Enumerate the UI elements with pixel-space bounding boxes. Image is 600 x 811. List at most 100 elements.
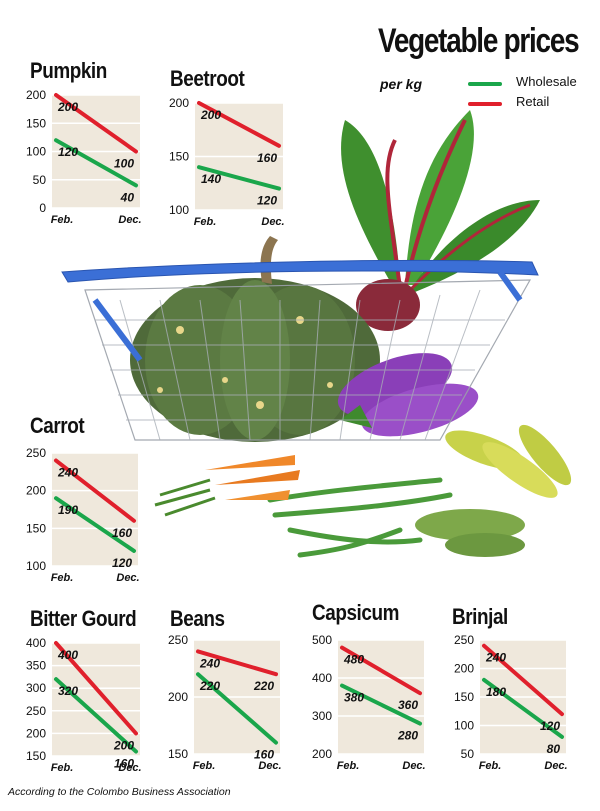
pumpkin-x-tick-label: Feb. (51, 214, 74, 226)
capsicum-retail-label-start: 480 (343, 653, 364, 667)
capsicum-x-tick-label: Feb. (337, 760, 360, 772)
brinjal-y-tick-label: 200 (454, 662, 474, 676)
carrot-y-tick-label: 100 (26, 559, 46, 573)
chart-title-beetroot: Beetroot (170, 66, 245, 91)
bitter-gourd-y-tick-label: 150 (26, 749, 46, 763)
retail-swatch (468, 102, 502, 106)
bitter-gourd-plot-area (52, 643, 140, 756)
pumpkin-y-tick-label: 150 (26, 116, 46, 130)
beans-wholesale-label-start: 220 (199, 679, 220, 693)
bitter-gourd-x-tick-label: Feb. (51, 762, 74, 774)
brinjal-retail-line (482, 643, 564, 717)
beetroot-leaves-illustration (341, 110, 540, 331)
legend: Wholesale Retail (468, 74, 588, 114)
chart-title-pumpkin: Pumpkin (30, 58, 107, 83)
carrot-illustration (154, 455, 300, 517)
chart-title-beans: Beans (170, 606, 225, 631)
pumpkin-retail-label-start: 200 (57, 100, 78, 114)
carrot-wholesale-line (54, 496, 136, 553)
bitter-gourd-y-tick-label: 350 (26, 659, 46, 673)
beetroot-x-tick-label: Dec. (261, 216, 284, 228)
beetroot-retail-label-start: 200 (200, 108, 221, 122)
pumpkin-x-tick-label: Dec. (118, 214, 141, 226)
capsicum-wholesale-label-end: 280 (397, 729, 418, 743)
beans-illustration (267, 477, 453, 558)
pumpkin-retail-line (54, 93, 138, 154)
chart-title-carrot: Carrot (30, 413, 85, 438)
beans-retail-line (196, 649, 278, 677)
beans-retail-label-end: 220 (253, 679, 274, 693)
beetroot-retail-label-end: 160 (257, 151, 277, 165)
chart-title-bitter-gourd: Bitter Gourd (30, 606, 137, 631)
brinjal-wholesale-label-start: 180 (486, 685, 506, 699)
carrot-plot-area (52, 453, 138, 566)
legend-item-wholesale: Wholesale (468, 74, 588, 94)
beetroot-wholesale-line (197, 165, 281, 191)
bitter-gourd-retail-label-end: 200 (113, 738, 134, 752)
brinjal-retail-label-end: 120 (540, 719, 560, 733)
pumpkin-y-tick-label: 0 (39, 201, 46, 215)
carrot-y-tick-label: 250 (26, 446, 46, 460)
capsicum-wholesale-line (340, 683, 422, 726)
capsicum-plot-area (338, 640, 424, 754)
pumpkin-y-tick-label: 200 (26, 88, 46, 102)
carrot-y-tick-label: 150 (26, 521, 46, 535)
pumpkin-retail-label-end: 100 (114, 157, 134, 171)
carrot-y-tick-label: 200 (26, 484, 46, 498)
brinjal-retail-label-start: 240 (485, 651, 506, 665)
bitter-gourd-y-tick-label: 250 (26, 704, 46, 718)
capsicum-retail-line (340, 645, 422, 696)
carrot-wholesale-label-end: 120 (112, 556, 132, 570)
capsicum-retail-label-end: 360 (398, 698, 418, 712)
bitter-gourd-retail-line (54, 641, 138, 736)
capsicum-y-tick-label: 300 (312, 709, 332, 723)
capsicum-y-tick-label: 500 (312, 633, 332, 647)
brinjal-y-tick-label: 100 (454, 719, 474, 733)
pumpkin-wholesale-label-end: 40 (120, 190, 135, 204)
brinjal-wholesale-line (482, 677, 564, 739)
beans-x-tick-label: Feb. (193, 760, 216, 772)
bitter-gourd-wholesale-label-start: 320 (58, 684, 78, 698)
brinjal-y-tick-label: 50 (461, 747, 475, 761)
source-footnote: According to the Colombo Business Associ… (8, 786, 231, 798)
carrot-retail-line (54, 458, 136, 523)
carrot-retail-label-end: 160 (112, 526, 132, 540)
wholesale-swatch (468, 82, 502, 86)
beans-x-tick-label: Dec. (258, 760, 281, 772)
page-title: Vegetable prices (378, 22, 580, 60)
beetroot-wholesale-label-end: 120 (257, 194, 277, 208)
wire-basket-illustration (61, 259, 539, 441)
page-subtitle: per kg (380, 76, 423, 92)
beetroot-retail-line (197, 101, 281, 148)
capsicum-y-tick-label: 400 (312, 671, 332, 685)
bitter-gourd-illustration (415, 509, 525, 557)
bitter-gourd-y-tick-label: 200 (26, 726, 46, 740)
beetroot-y-tick-label: 150 (169, 150, 189, 164)
bitter-gourd-y-tick-label: 400 (26, 636, 46, 650)
brinjal-y-tick-label: 250 (454, 633, 474, 647)
brinjal-wholesale-label-end: 80 (547, 742, 561, 756)
brinjal-y-tick-label: 150 (454, 690, 474, 704)
pumpkin-y-tick-label: 50 (33, 173, 47, 187)
capsicum-x-tick-label: Dec. (402, 760, 425, 772)
beans-y-tick-label: 200 (168, 690, 188, 704)
carrot-x-tick-label: Feb. (51, 572, 74, 584)
beetroot-y-tick-label: 200 (169, 96, 189, 110)
brinjal-x-tick-label: Dec. (544, 760, 567, 772)
legend-item-retail: Retail (468, 94, 588, 114)
chart-title-brinjal: Brinjal (452, 604, 508, 629)
beans-y-tick-label: 150 (168, 747, 188, 761)
pumpkin-wholesale-label-start: 120 (58, 145, 78, 159)
beans-retail-label-start: 240 (199, 656, 220, 670)
beetroot-y-tick-label: 100 (169, 203, 189, 217)
bitter-gourd-y-tick-label: 300 (26, 681, 46, 695)
beetroot-x-tick-label: Feb. (194, 216, 217, 228)
capsicum-illustration (445, 424, 572, 498)
